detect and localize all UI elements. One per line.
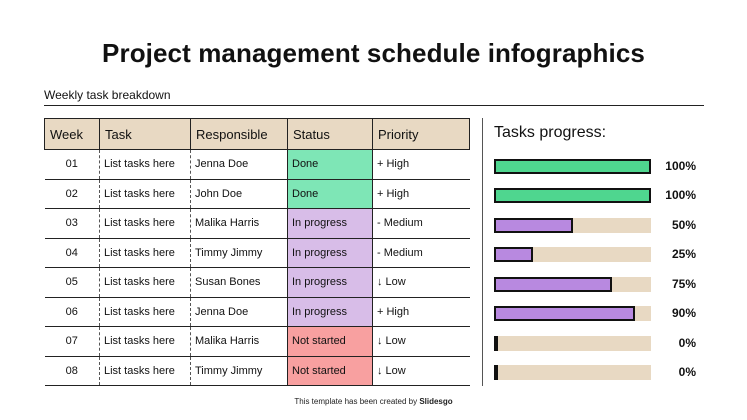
progress-percent: 0% xyxy=(678,336,696,350)
status-cell: In progress xyxy=(287,267,373,298)
week-cell: 02 xyxy=(44,179,100,209)
responsible-cell: Jenna Doe xyxy=(190,149,288,180)
task-cell: List tasks here xyxy=(99,238,191,268)
header-task: Task xyxy=(99,118,191,150)
progress-fill xyxy=(494,159,651,174)
footer-credit: This template has been created by Slides… xyxy=(0,397,747,406)
table-subtitle: Weekly task breakdown xyxy=(44,88,171,102)
progress-fill xyxy=(494,188,651,203)
progress-item: 75% xyxy=(494,276,704,292)
progress-item: 0% xyxy=(494,335,704,351)
progress-fill xyxy=(494,336,498,351)
responsible-cell: John Doe xyxy=(190,179,288,209)
table-row: 01 List tasks here Jenna Doe Done + High xyxy=(44,149,470,180)
vertical-divider xyxy=(482,118,483,386)
progress-item: 50% xyxy=(494,217,704,233)
progress-item: 90% xyxy=(494,305,704,321)
task-table: Week Task Responsible Status Priority 01… xyxy=(44,118,470,386)
responsible-cell: Malika Harris xyxy=(190,208,288,239)
progress-track xyxy=(494,247,651,262)
status-cell: Not started xyxy=(287,326,373,357)
progress-fill xyxy=(494,247,533,262)
header-week: Week xyxy=(44,118,100,150)
page-title: Project management schedule infographics xyxy=(102,38,645,68)
priority-cell: ↓ Low xyxy=(372,326,470,357)
footer-brand: Slidesgo xyxy=(419,397,453,406)
progress-fill xyxy=(494,365,498,380)
priority-cell: ↓ Low xyxy=(372,267,470,298)
week-cell: 06 xyxy=(44,297,100,327)
progress-percent: 100% xyxy=(665,159,696,173)
progress-fill xyxy=(494,306,635,321)
header-responsible: Responsible xyxy=(190,118,288,150)
progress-percent: 50% xyxy=(671,218,696,232)
table-row: 02 List tasks here John Doe Done + High xyxy=(44,179,470,209)
table-row: 06 List tasks here Jenna Doe In progress + H… xyxy=(44,297,470,327)
task-cell: List tasks here xyxy=(99,267,191,298)
status-cell: In progress xyxy=(287,238,373,268)
task-cell: List tasks here xyxy=(99,326,191,357)
responsible-cell: Jenna Doe xyxy=(190,297,288,327)
priority-cell: + High xyxy=(372,297,470,327)
progress-title: Tasks progress: xyxy=(494,124,607,141)
priority-cell: - Medium xyxy=(372,208,470,239)
progress-item: 100% xyxy=(494,158,704,174)
table-row: 08 List tasks here Timmy Jimmy Not started ↓… xyxy=(44,356,470,386)
progress-item: 25% xyxy=(494,246,704,262)
progress-percent: 0% xyxy=(678,365,696,379)
week-cell: 08 xyxy=(44,356,100,386)
status-cell: Done xyxy=(287,149,373,180)
table-header-row: Week Task Responsible Status Priority xyxy=(44,118,470,150)
status-cell: In progress xyxy=(287,297,373,327)
week-cell: 04 xyxy=(44,238,100,268)
responsible-cell: Malika Harris xyxy=(190,326,288,357)
progress-fill xyxy=(494,218,573,233)
progress-percent: 25% xyxy=(671,247,696,261)
week-cell: 03 xyxy=(44,208,100,239)
top-divider xyxy=(44,105,704,106)
week-cell: 05 xyxy=(44,267,100,298)
priority-cell: + High xyxy=(372,149,470,180)
progress-track xyxy=(494,306,651,321)
progress-percent: 75% xyxy=(671,277,696,291)
table-row: 04 List tasks here Timmy Jimmy In progress -… xyxy=(44,238,470,268)
progress-track xyxy=(494,277,651,292)
progress-fill xyxy=(494,277,612,292)
progress-track xyxy=(494,365,651,380)
week-cell: 07 xyxy=(44,326,100,357)
progress-track xyxy=(494,218,651,233)
progress-item: 100% xyxy=(494,187,704,203)
progress-track xyxy=(494,188,651,203)
task-cell: List tasks here xyxy=(99,356,191,386)
progress-percent: 90% xyxy=(671,306,696,320)
week-cell: 01 xyxy=(44,149,100,180)
table-row: 05 List tasks here Susan Bones In progress ↓… xyxy=(44,267,470,298)
progress-percent: 100% xyxy=(665,188,696,202)
status-cell: Done xyxy=(287,179,373,209)
footer-text: This template has been created by xyxy=(294,397,418,406)
responsible-cell: Susan Bones xyxy=(190,267,288,298)
table-row: 07 List tasks here Malika Harris Not starte… xyxy=(44,326,470,357)
progress-list: 100% 100% 50% 25% 75% 90% 0% 0% xyxy=(494,0,704,420)
priority-cell: + High xyxy=(372,179,470,209)
task-cell: List tasks here xyxy=(99,208,191,239)
task-cell: List tasks here xyxy=(99,297,191,327)
header-priority: Priority xyxy=(372,118,470,150)
status-cell: Not started xyxy=(287,356,373,386)
status-cell: In progress xyxy=(287,208,373,239)
progress-track xyxy=(494,336,651,351)
responsible-cell: Timmy Jimmy xyxy=(190,356,288,386)
header-status: Status xyxy=(287,118,373,150)
progress-track xyxy=(494,159,651,174)
task-cell: List tasks here xyxy=(99,179,191,209)
priority-cell: - Medium xyxy=(372,238,470,268)
table-body: 01 List tasks here Jenna Doe Done + High 02 Li… xyxy=(44,149,470,386)
task-cell: List tasks here xyxy=(99,149,191,180)
table-row: 03 List tasks here Malika Harris In progres… xyxy=(44,208,470,239)
priority-cell: ↓ Low xyxy=(372,356,470,386)
responsible-cell: Timmy Jimmy xyxy=(190,238,288,268)
progress-item: 0% xyxy=(494,364,704,380)
